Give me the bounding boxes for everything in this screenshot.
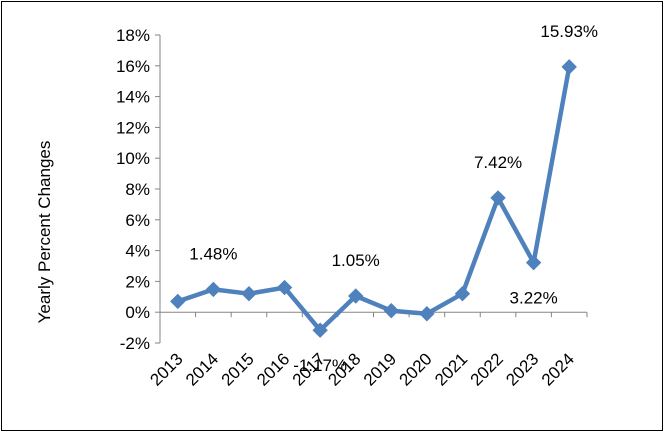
data-point-marker: [525, 254, 542, 271]
data-point-marker: [383, 302, 399, 319]
y-tick-label: 18%: [116, 26, 150, 45]
data-label: 7.42%: [474, 153, 522, 172]
y-tick-label: 12%: [116, 118, 150, 137]
x-tick-label: 2016: [253, 349, 293, 389]
data-label: 1.05%: [332, 251, 380, 270]
data-point-marker: [419, 306, 435, 322]
data-point-marker: [561, 59, 577, 75]
y-tick-label: 2%: [125, 272, 150, 291]
series: [170, 59, 577, 338]
y-tick-label: 14%: [116, 88, 150, 107]
x-tick-label: 2020: [396, 349, 436, 389]
y-tick-label: 0%: [125, 303, 150, 322]
x-tick-label: 2021: [431, 349, 471, 389]
x-tick-label: 2015: [218, 349, 258, 389]
data-point-marker: [490, 190, 506, 206]
data-label: 1.48%: [189, 244, 237, 263]
data-point-marker: [312, 322, 328, 338]
data-labels: 1.48% -1.17% 1.05% 7.42% 3.22% 15.93%: [189, 22, 598, 375]
x-tick-label: 2019: [360, 349, 400, 389]
y-tick-label: 6%: [125, 211, 150, 230]
data-point-marker: [241, 286, 257, 302]
data-label: -1.17%: [293, 356, 347, 375]
y-tick-label: 8%: [125, 180, 150, 199]
x-axis: 2013201420152016201720182019202020212022…: [146, 311, 588, 390]
x-tick-label: 2014: [182, 349, 222, 389]
data-label: 3.22%: [510, 289, 558, 308]
y-tick-label: 4%: [125, 242, 150, 261]
data-point-marker: [205, 281, 222, 298]
y-tick-label: 10%: [116, 149, 150, 168]
x-tick-label: 2024: [538, 349, 578, 389]
data-point-marker: [348, 288, 364, 304]
x-tick-label: 2022: [467, 349, 507, 389]
data-label: 15.93%: [540, 22, 598, 41]
x-tick-label: 2013: [146, 349, 186, 389]
data-point-marker: [170, 293, 186, 310]
data-point-marker: [276, 279, 293, 296]
y-tick-label: -2%: [120, 334, 150, 353]
y-tick-label: 16%: [116, 57, 150, 76]
x-tick-label: 2023: [502, 349, 542, 389]
y-axis: -2% 0% 2% 4% 6% 8% 10% 12% 14% 16% 18%: [116, 26, 161, 353]
y-axis-title: Yearly Percent Changes: [35, 141, 54, 324]
data-point-marker: [454, 286, 471, 302]
